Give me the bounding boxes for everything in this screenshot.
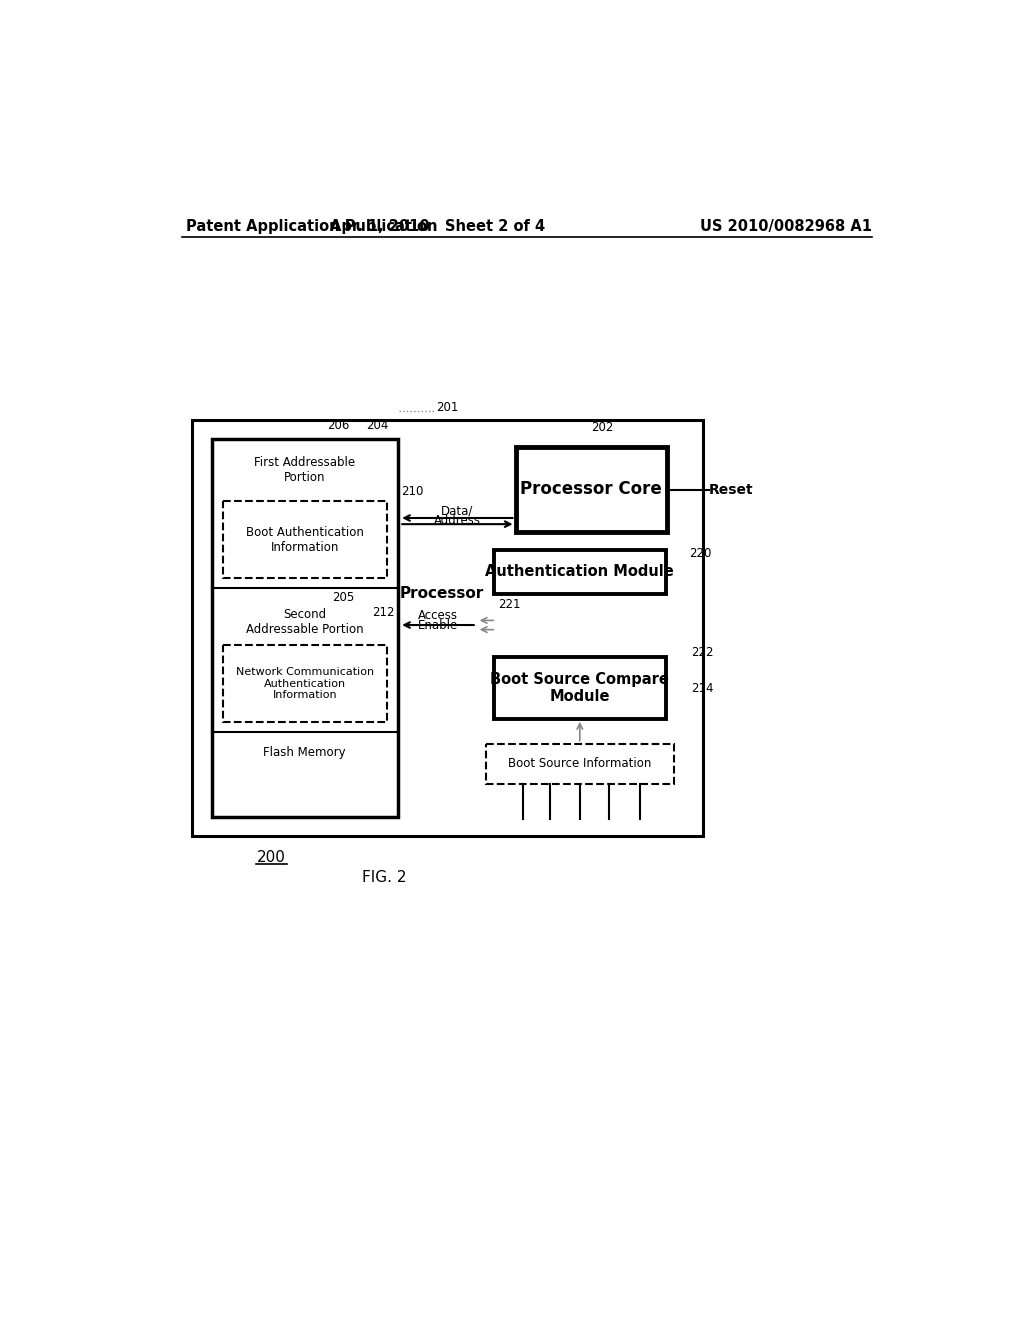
- Text: Boot Source Information: Boot Source Information: [508, 758, 651, 770]
- Text: 200: 200: [257, 850, 286, 865]
- Bar: [494, 657, 666, 719]
- Text: 214: 214: [691, 681, 714, 694]
- Text: 220: 220: [689, 546, 712, 560]
- Text: Reset: Reset: [710, 483, 754, 496]
- Text: 212: 212: [372, 606, 394, 619]
- Bar: [212, 440, 397, 817]
- Bar: [191, 420, 703, 836]
- Bar: [486, 743, 674, 784]
- Text: Patent Application Publication: Patent Application Publication: [186, 219, 437, 234]
- Text: 201: 201: [435, 400, 458, 413]
- Text: 210: 210: [400, 484, 423, 498]
- Text: US 2010/0082968 A1: US 2010/0082968 A1: [700, 219, 872, 234]
- Text: 202: 202: [591, 421, 613, 434]
- Text: 222: 222: [691, 647, 714, 659]
- Bar: [515, 447, 667, 532]
- Bar: [494, 549, 666, 594]
- Text: Apr. 1, 2010   Sheet 2 of 4: Apr. 1, 2010 Sheet 2 of 4: [331, 219, 546, 234]
- Text: FIG. 2: FIG. 2: [361, 870, 406, 886]
- Text: 205: 205: [333, 591, 355, 603]
- Text: Processor Core: Processor Core: [520, 480, 662, 499]
- Text: Network Communication
Authentication
Information: Network Communication Authentication Inf…: [236, 667, 374, 700]
- Text: Flash Memory: Flash Memory: [263, 746, 346, 759]
- Text: Access: Access: [418, 610, 458, 622]
- Text: Authentication Module: Authentication Module: [485, 565, 674, 579]
- Text: Enable: Enable: [418, 619, 458, 631]
- Text: Boot Authentication
Information: Boot Authentication Information: [246, 525, 364, 553]
- Text: Processor: Processor: [399, 586, 484, 601]
- Text: 204: 204: [366, 418, 388, 432]
- Text: Second
Addressable Portion: Second Addressable Portion: [246, 609, 364, 636]
- Text: 206: 206: [328, 418, 349, 432]
- Text: First Addressable
Portion: First Addressable Portion: [254, 457, 355, 484]
- Text: Boot Source Compare
Module: Boot Source Compare Module: [490, 672, 670, 705]
- Text: 221: 221: [499, 598, 521, 611]
- Text: Data/: Data/: [441, 504, 473, 517]
- Text: Address: Address: [434, 513, 481, 527]
- Bar: [222, 502, 387, 578]
- Bar: [222, 645, 387, 722]
